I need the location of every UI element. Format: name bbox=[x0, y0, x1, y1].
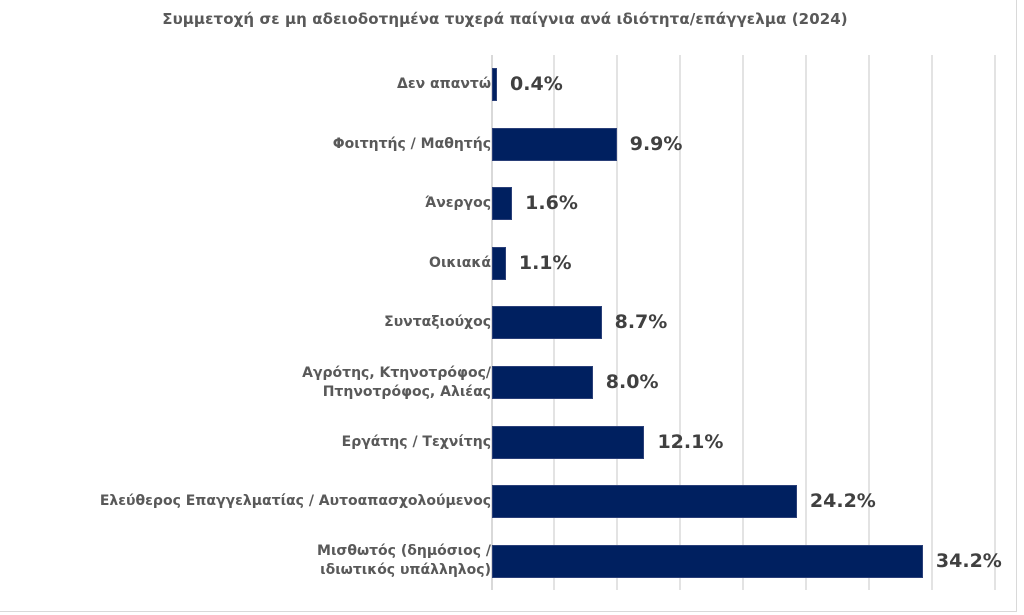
category-label: Ελεύθερος Επαγγελματίας / Αυτοαπασχολούμ… bbox=[99, 493, 491, 510]
bar bbox=[492, 306, 602, 340]
chart-title: Συμμετοχή σε μη αδειοδοτημένα τυχερά παί… bbox=[162, 10, 848, 28]
category-label: Αγρότης, Κτηνοτρόφος/Πτηνοτρόφος, Αλιέας bbox=[302, 364, 491, 400]
data-label: 1.6% bbox=[525, 192, 578, 215]
gridline bbox=[805, 55, 807, 590]
bar bbox=[492, 366, 593, 399]
gridline bbox=[931, 55, 933, 590]
category-label: Εργάτης / Τεχνίτης bbox=[341, 433, 491, 450]
bar bbox=[492, 544, 923, 578]
gridline bbox=[868, 55, 870, 590]
bar bbox=[492, 485, 797, 519]
data-label: 0.4% bbox=[510, 73, 563, 95]
category-label: Μισθωτός (δημόσιος / ιδιωτικός υπάλληλος) bbox=[317, 543, 491, 579]
data-label: 9.9% bbox=[629, 132, 683, 155]
gridline bbox=[679, 55, 681, 590]
bar bbox=[492, 127, 617, 161]
bar bbox=[492, 246, 506, 280]
data-label: 8.0% bbox=[605, 371, 659, 393]
category-label: Άνεργος bbox=[425, 195, 491, 212]
bar bbox=[492, 425, 645, 459]
data-label: 1.1% bbox=[518, 251, 572, 274]
gridline bbox=[616, 55, 618, 590]
data-label: 12.1% bbox=[657, 430, 724, 453]
gridline bbox=[742, 55, 744, 590]
bar bbox=[492, 187, 513, 221]
data-label: 8.7% bbox=[614, 311, 668, 334]
category-label: Συνταξιούχος bbox=[384, 314, 491, 331]
data-label: 34.2% bbox=[935, 549, 1002, 572]
plot-area: 0.4% 9.9% 1.6% 1.1% 8.7% 8.0% 12.1% 24.2% 34.2% bbox=[491, 55, 1002, 590]
category-label: Φοιτητής / Μαθητής bbox=[332, 135, 491, 152]
data-label: 24.2% bbox=[809, 490, 876, 513]
category-label: Δεν απαντώ bbox=[397, 76, 491, 92]
bar bbox=[492, 68, 498, 101]
category-label: Οικιακά bbox=[429, 254, 491, 271]
gridline bbox=[994, 55, 996, 590]
